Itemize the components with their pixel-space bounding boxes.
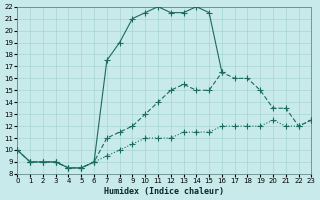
- X-axis label: Humidex (Indice chaleur): Humidex (Indice chaleur): [104, 187, 224, 196]
